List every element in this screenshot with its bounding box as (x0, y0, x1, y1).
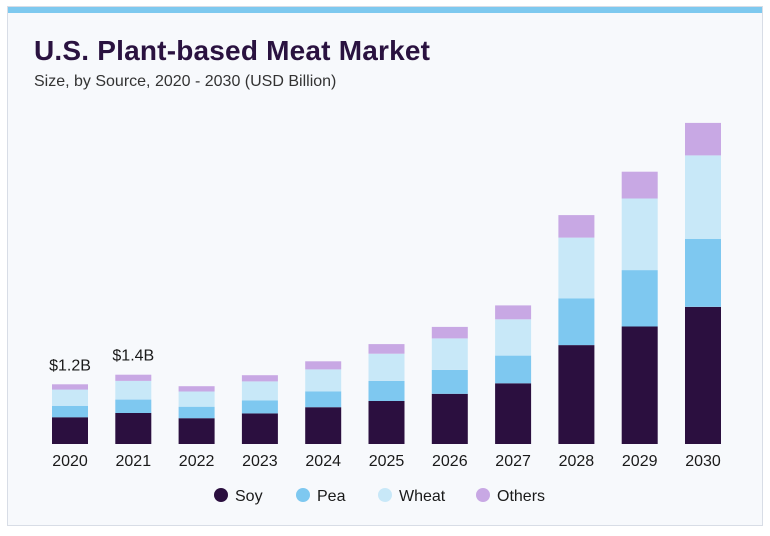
bar-others-2027 (495, 305, 532, 320)
x-tick-label-2028: 2028 (559, 453, 595, 470)
legend-item-others: Others (476, 488, 545, 505)
legend-swatch-soy (214, 488, 228, 502)
bar-soy-2025 (368, 401, 405, 444)
bar-soy-2024 (305, 407, 342, 444)
bar-pea-2021 (115, 399, 152, 413)
bar-wheat-2027 (495, 319, 532, 356)
bar-pea-2022 (178, 406, 215, 419)
chart-title: U.S. Plant-based Meat Market (34, 35, 431, 66)
x-tick-label-2020: 2020 (52, 453, 88, 470)
legend-item-pea: Pea (296, 488, 346, 505)
bar-soy-2027 (495, 383, 532, 444)
bar-wheat-2023 (241, 381, 278, 401)
bar-soy-2029 (621, 326, 658, 444)
bar-soy-2021 (115, 412, 152, 444)
bar-others-2024 (305, 361, 342, 370)
data-labels: $1.2B $1.4B (49, 348, 154, 375)
bar-wheat-2029 (621, 198, 658, 271)
x-tick-label-2021: 2021 (116, 453, 152, 470)
bar-soy-2023 (241, 413, 278, 444)
bar-others-2022 (178, 386, 215, 392)
bars-group (52, 122, 721, 444)
x-tick-label-2030: 2030 (685, 453, 721, 470)
legend-label-wheat: Wheat (399, 488, 446, 505)
bar-others-2028 (558, 215, 595, 238)
bar-wheat-2026 (431, 338, 468, 370)
legend-swatch-wheat (378, 488, 392, 502)
bar-pea-2028 (558, 298, 595, 346)
bar-pea-2026 (431, 369, 468, 394)
bar-soy-2030 (685, 306, 721, 444)
legend-label-soy: Soy (235, 488, 263, 505)
bar-soy-2026 (431, 393, 468, 444)
bar-wheat-2025 (368, 353, 405, 381)
x-tick-label-2024: 2024 (305, 453, 341, 470)
bar-pea-2023 (241, 400, 278, 414)
legend-label-pea: Pea (317, 488, 346, 505)
bar-wheat-2021 (115, 380, 152, 400)
bar-wheat-2030 (685, 155, 721, 239)
legend-label-others: Others (497, 488, 545, 505)
bar-others-2026 (431, 326, 468, 339)
bar-wheat-2020 (52, 389, 88, 406)
legend-swatch-others (476, 488, 490, 502)
bar-soy-2028 (558, 345, 595, 444)
accent-top-bar (8, 7, 762, 13)
bar-others-2021 (115, 374, 152, 381)
legend: Soy Pea Wheat Others (214, 488, 545, 505)
x-tick-label-2029: 2029 (622, 453, 658, 470)
bar-others-2020 (52, 384, 88, 390)
legend-item-soy: Soy (214, 488, 263, 505)
legend-item-wheat: Wheat (378, 488, 446, 505)
x-axis-ticks: 2020 2021 2022 2023 2024 2025 2026 2027 2028 2029… (52, 453, 721, 470)
bar-wheat-2024 (305, 369, 342, 392)
bar-soy-2020 (52, 417, 88, 444)
bar-pea-2029 (621, 270, 658, 327)
bar-pea-2025 (368, 380, 405, 401)
data-label-2021: $1.4B (112, 348, 154, 365)
bar-others-2025 (368, 344, 405, 354)
bar-pea-2024 (305, 391, 342, 408)
bar-pea-2030 (685, 239, 721, 307)
bar-soy-2022 (178, 418, 215, 444)
bar-pea-2027 (495, 355, 532, 384)
x-tick-label-2025: 2025 (369, 453, 405, 470)
bar-pea-2020 (52, 405, 88, 418)
data-label-2020: $1.2B (49, 357, 91, 374)
x-tick-label-2027: 2027 (495, 453, 531, 470)
x-tick-label-2026: 2026 (432, 453, 468, 470)
bar-others-2030 (685, 122, 721, 156)
x-tick-label-2022: 2022 (179, 453, 215, 470)
bar-wheat-2028 (558, 237, 595, 299)
chart-subtitle: Size, by Source, 2020 - 2030 (USD Billio… (34, 73, 337, 90)
bar-wheat-2022 (178, 391, 215, 407)
bar-others-2029 (621, 171, 658, 199)
x-tick-label-2023: 2023 (242, 453, 278, 470)
bar-others-2023 (241, 375, 278, 382)
legend-swatch-pea (296, 488, 310, 502)
